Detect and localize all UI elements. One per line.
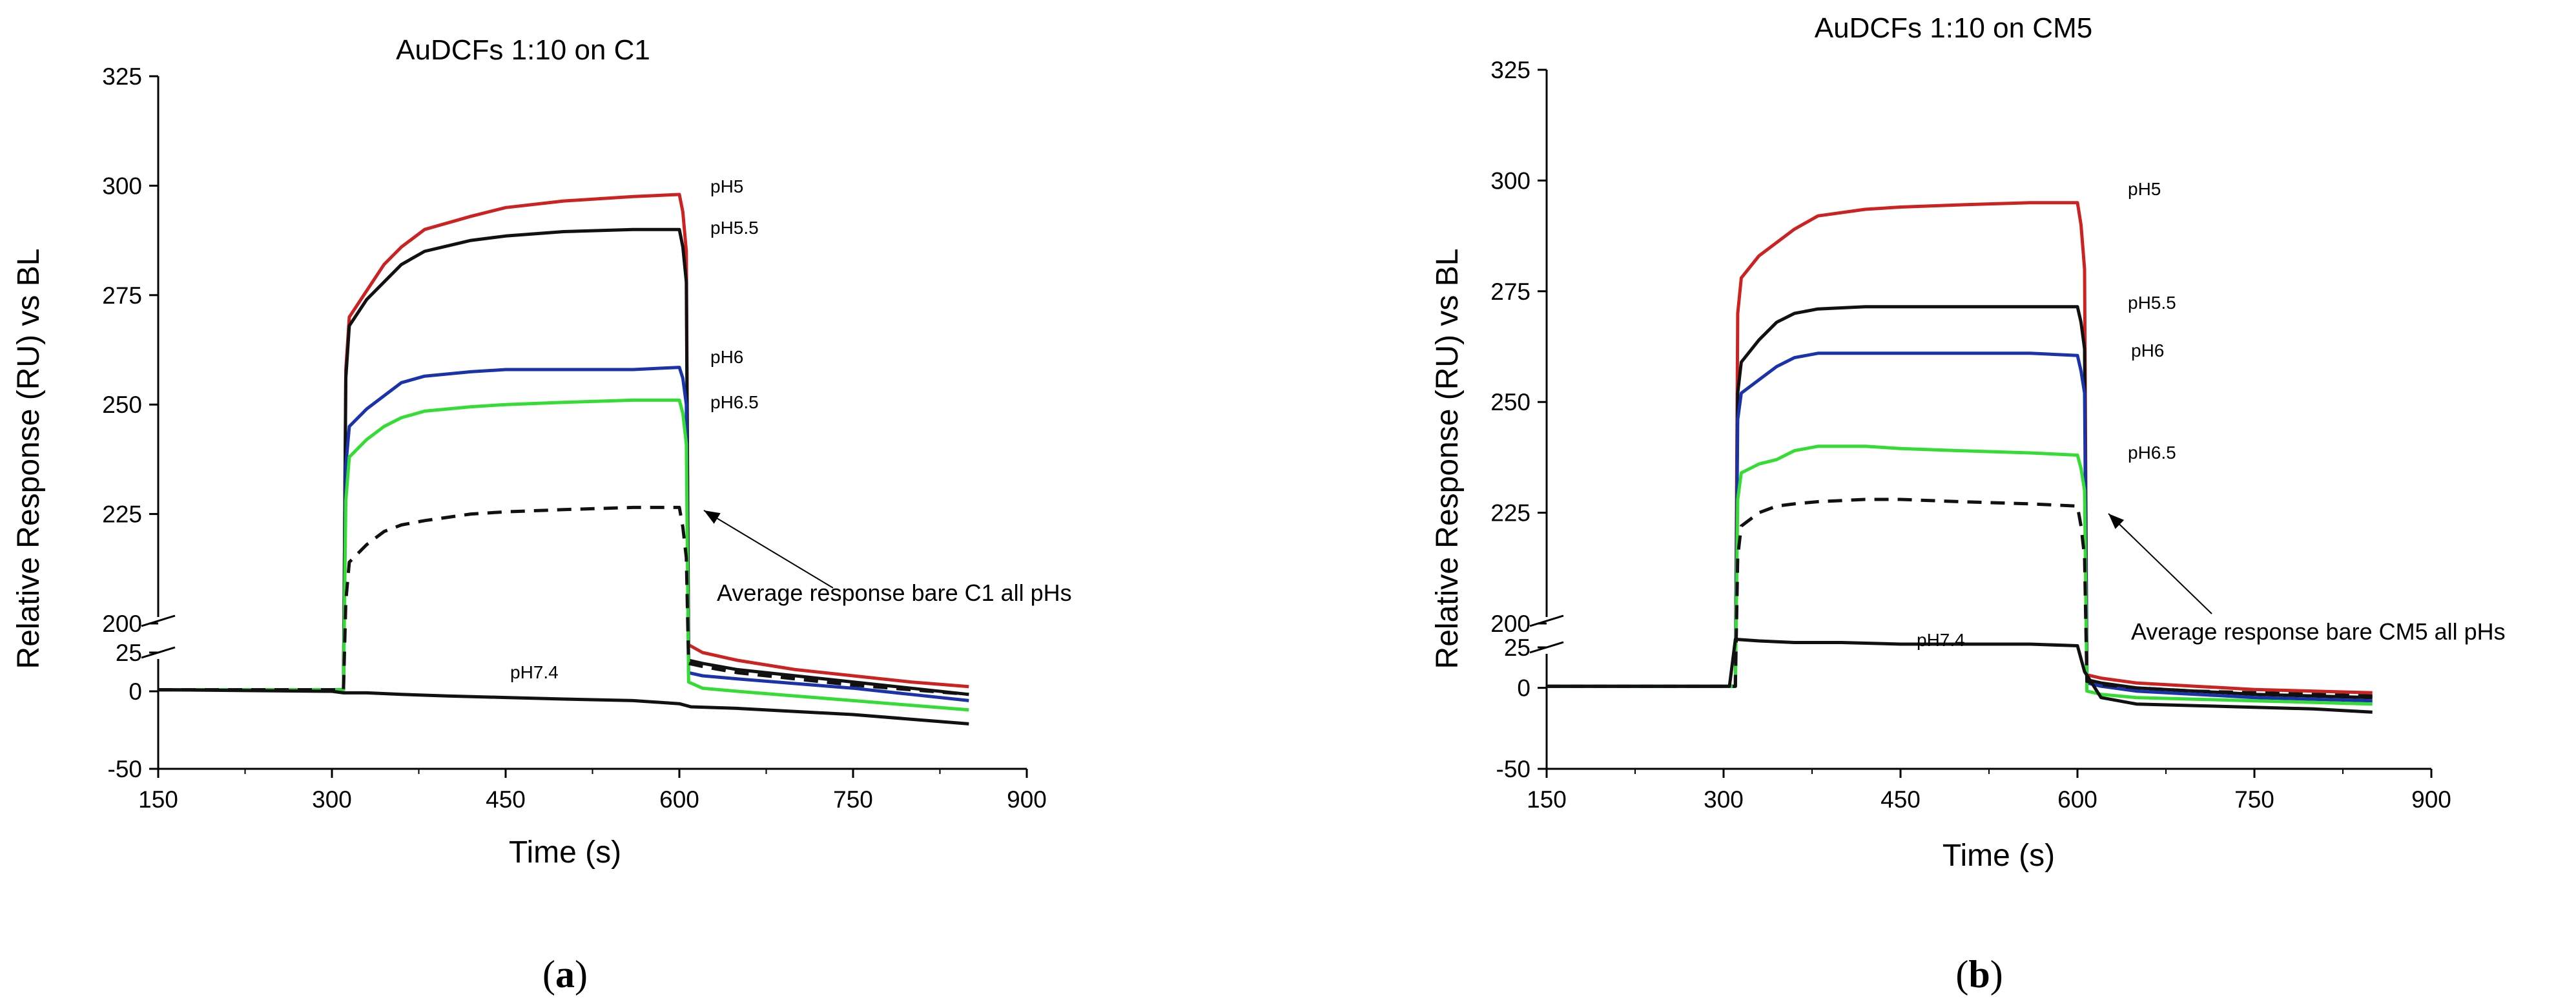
x-tick-label: 900 xyxy=(1007,786,1047,813)
series-line xyxy=(1547,444,2373,706)
series-label: pH5.5 xyxy=(710,218,759,238)
annotation-label: Average response bare CM5 all pHs xyxy=(2131,618,2506,645)
axis-break-mark xyxy=(141,614,176,627)
series-line xyxy=(158,366,969,702)
x-tick-label: 600 xyxy=(2057,786,2097,813)
y-tick-label: 25 xyxy=(116,640,142,666)
series-label: pH7.4 xyxy=(1917,630,1965,650)
chart-panel-a: AuDCFs 1:10 on C1 Relative Response (RU)… xyxy=(12,34,1072,996)
annotation-arrowhead xyxy=(2108,514,2125,529)
x-tick-label: 750 xyxy=(2234,786,2274,813)
x-tick-label: 600 xyxy=(659,786,699,813)
series-label: pH6.5 xyxy=(2128,443,2176,463)
series-label: pH5 xyxy=(710,176,743,196)
series-label: pH6 xyxy=(2131,340,2164,361)
series-line xyxy=(1547,305,2373,700)
y-tick-label: -50 xyxy=(108,756,142,782)
chart-title-a: AuDCFs 1:10 on C1 xyxy=(396,34,650,66)
series-line xyxy=(1547,351,2373,703)
annotation-arrowhead xyxy=(704,510,721,524)
annotation-arrow xyxy=(703,510,834,589)
series-line xyxy=(158,505,969,696)
series-line xyxy=(1547,201,2373,695)
series-line xyxy=(158,398,969,712)
y-tick-label: 300 xyxy=(102,173,142,199)
series-label: pH5 xyxy=(2128,179,2161,199)
y-tick-label: 275 xyxy=(1490,278,1530,305)
y-tick-label: 225 xyxy=(102,501,142,528)
x-axis-label-a: Time (s) xyxy=(509,835,621,870)
series-label: pH7.4 xyxy=(510,662,559,682)
panel-label-a: (a) xyxy=(542,953,588,996)
y-axis-label-a: Relative Response (RU) vs BL xyxy=(12,249,46,669)
x-tick-label: 150 xyxy=(138,786,178,813)
series-line xyxy=(158,688,969,726)
y-tick-label: 0 xyxy=(1517,675,1530,702)
series-label: pH6.5 xyxy=(710,392,759,412)
x-tick-label: 900 xyxy=(2411,786,2451,813)
x-tick-label: 300 xyxy=(312,786,352,813)
y-tick-label: 25 xyxy=(1504,634,1530,661)
chart-panel-b: AuDCFs 1:10 on CM5 Relative Response (RU… xyxy=(1430,12,2506,996)
axis-break-mark xyxy=(1529,614,1564,627)
chart-title-b: AuDCFs 1:10 on CM5 xyxy=(1815,12,2092,44)
y-tick-label: 325 xyxy=(1490,57,1530,83)
series-line xyxy=(158,227,969,696)
x-tick-label: 750 xyxy=(833,786,873,813)
y-tick-label: 250 xyxy=(1490,389,1530,415)
y-tick-label: 200 xyxy=(102,611,142,637)
y-tick-label: -50 xyxy=(1496,756,1530,782)
y-tick-label: 300 xyxy=(1490,167,1530,194)
y-tick-label: 200 xyxy=(1490,611,1530,637)
x-axis-label-b: Time (s) xyxy=(1942,839,2055,873)
y-axis-label-b: Relative Response (RU) vs BL xyxy=(1430,249,1465,669)
x-tick-label: 300 xyxy=(1704,786,1744,813)
y-tick-label: 275 xyxy=(102,282,142,309)
y-tick-label: 250 xyxy=(102,392,142,418)
panel-label-b: (b) xyxy=(1955,953,2003,996)
series-line xyxy=(158,193,969,692)
y-tick-label: 0 xyxy=(129,678,142,705)
series-line xyxy=(1547,497,2373,698)
annotation-label: Average response bare C1 all pHs xyxy=(717,580,1072,606)
y-tick-label: 225 xyxy=(1490,500,1530,527)
x-tick-label: 150 xyxy=(1527,786,1567,813)
x-tick-label: 450 xyxy=(1880,786,1921,813)
series-label: pH6 xyxy=(710,347,743,367)
x-tick-label: 450 xyxy=(486,786,526,813)
annotation-arrow xyxy=(2108,513,2212,614)
series-label: pH5.5 xyxy=(2128,293,2176,313)
y-tick-label: 325 xyxy=(102,63,142,90)
series-line xyxy=(1547,638,2373,714)
